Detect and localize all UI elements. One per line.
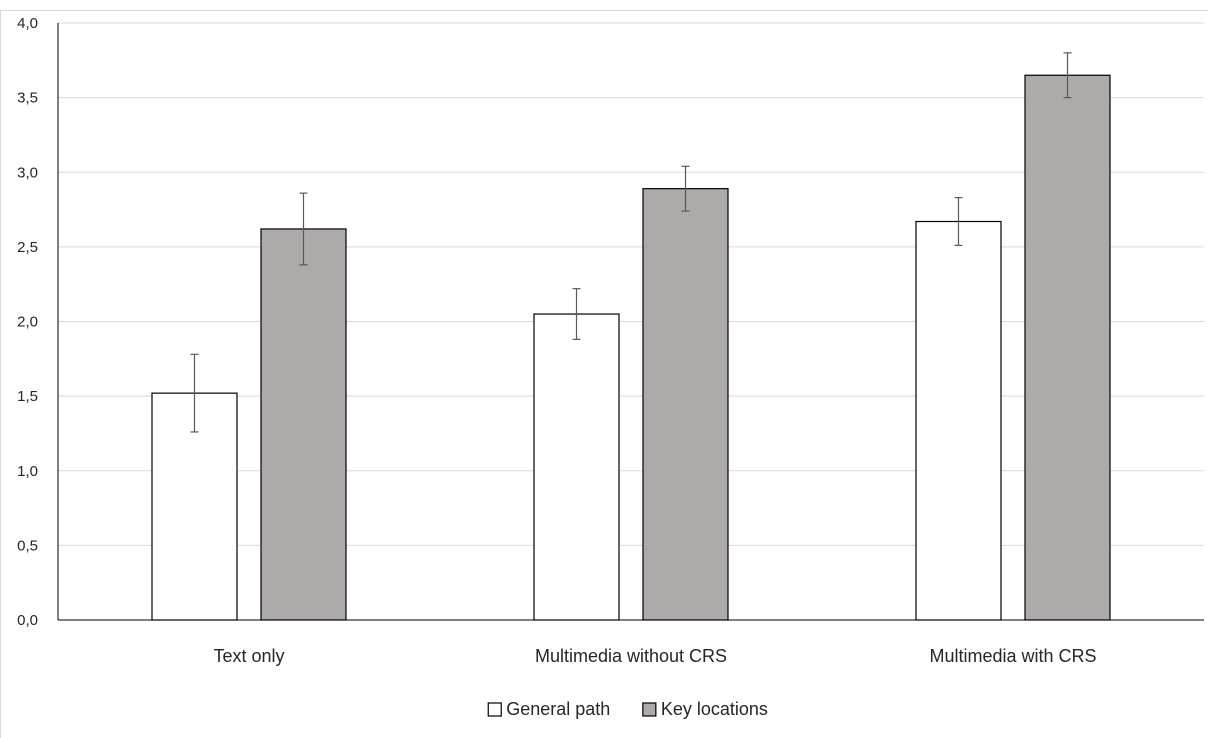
frame-left-border — [0, 10, 1, 738]
y-tick-label: 3,5 — [17, 90, 38, 107]
x-category-label: Multimedia with CRS — [929, 646, 1096, 666]
bar-key-locations — [642, 188, 729, 621]
x-category-labels: Text only Multimedia without CRS Multimedi… — [213, 646, 1096, 666]
y-tick-label: 1,5 — [17, 388, 38, 405]
y-tick-label: 1,0 — [17, 463, 38, 480]
bar-general-path — [533, 313, 620, 621]
gridlines — [58, 22, 1204, 546]
axes — [57, 23, 1204, 621]
y-tick-label: 3,0 — [17, 164, 38, 181]
bar-general-path — [915, 220, 1002, 621]
y-tick-label: 0,0 — [17, 612, 38, 629]
y-tick-label: 4,0 — [17, 15, 38, 32]
legend-swatch-general-path — [487, 702, 502, 717]
bars — [151, 74, 1111, 621]
error-bars — [190, 52, 1072, 433]
y-tick-labels: 0,0 0,5 1,0 1,5 2,0 2,5 3,0 3,5 4,0 — [17, 15, 38, 629]
bar-key-locations — [1024, 74, 1111, 621]
y-tick-label: 0,5 — [17, 537, 38, 554]
legend-label: Key locations — [661, 699, 768, 719]
legend: General path Key locations — [487, 699, 768, 719]
frame-top-border — [0, 10, 1208, 11]
legend-swatch-key-locations — [642, 702, 657, 717]
legend-label: General path — [506, 699, 610, 719]
bar-key-locations — [260, 228, 347, 621]
y-tick-label: 2,5 — [17, 239, 38, 256]
x-category-label: Multimedia without CRS — [535, 646, 727, 666]
x-category-label: Text only — [213, 646, 284, 666]
y-tick-label: 2,0 — [17, 314, 38, 331]
